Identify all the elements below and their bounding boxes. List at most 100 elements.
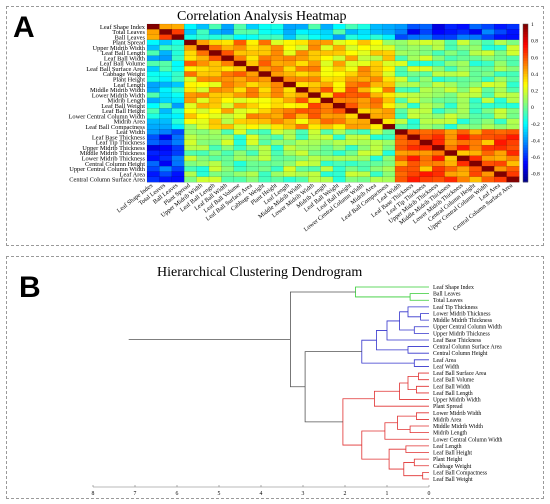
heatmap-cell — [456, 108, 470, 114]
heatmap-cell — [357, 123, 371, 130]
heatmap-cell — [382, 71, 396, 78]
heatmap-cell — [270, 129, 284, 136]
dendrogram-leaf-label: Leaf Ball Width — [433, 383, 470, 390]
heatmap-cell — [171, 123, 185, 130]
heatmap-cell — [419, 39, 433, 46]
colorbar-segment — [523, 118, 528, 122]
heatmap-cell — [506, 76, 520, 83]
heatmap-cell — [233, 102, 247, 109]
dendrogram-link — [413, 458, 429, 467]
heatmap-row-label: Leaf Tip Thickness — [96, 140, 146, 147]
heatmap-cell — [444, 65, 458, 72]
heatmap-cell — [494, 44, 508, 51]
heatmap-cell — [456, 134, 470, 141]
heatmap-row-label: Leaf Base Thickness — [92, 134, 146, 141]
dendrogram-link — [420, 313, 429, 321]
heatmap-cell — [283, 160, 297, 167]
heatmap-cell — [320, 97, 334, 104]
heatmap-cell — [382, 160, 396, 167]
heatmap-cell — [419, 50, 433, 57]
heatmap-cell — [345, 155, 359, 162]
heatmap-cell — [407, 134, 421, 141]
heatmap-cell — [394, 155, 408, 162]
colorbar-segment — [523, 63, 528, 67]
colorbar-segment — [523, 110, 528, 114]
heatmap-cell — [320, 92, 334, 99]
heatmap-cell — [184, 102, 198, 109]
heatmap-cell — [357, 118, 371, 125]
heatmap-cell — [494, 113, 508, 120]
heatmap-cell — [456, 92, 470, 99]
heatmap-cell — [494, 176, 508, 183]
heatmap-cell — [146, 39, 160, 46]
heatmap-cell — [407, 81, 421, 88]
heatmap-cell — [444, 155, 458, 162]
heatmap-cell — [295, 60, 309, 67]
heatmap-cell — [184, 150, 198, 157]
heatmap-cell — [283, 123, 297, 130]
colorbar-segment — [523, 42, 528, 46]
heatmap-cell — [407, 60, 421, 67]
heatmap-cell — [208, 171, 222, 178]
heatmap-cell — [246, 76, 260, 83]
heatmap-cell — [382, 139, 396, 146]
heatmap-cell — [246, 65, 260, 72]
heatmap-cell — [283, 81, 297, 88]
heatmap-cell — [407, 123, 421, 130]
heatmap-cell — [221, 144, 235, 151]
heatmap-cell — [270, 55, 284, 62]
heatmap-cell — [357, 144, 371, 151]
heatmap-cell — [469, 139, 483, 146]
heatmap-cell — [382, 155, 396, 162]
heatmap-cell — [394, 29, 408, 35]
heatmap-row-label: Leaf Ball Surface Area — [86, 66, 145, 73]
colorbar-segment — [523, 81, 528, 85]
heatmap-cell — [184, 155, 198, 162]
heatmap-cell — [196, 144, 210, 151]
heatmap-cell — [469, 113, 483, 120]
heatmap-cell — [494, 123, 508, 130]
heatmap-cell — [221, 55, 235, 62]
heatmap-cell — [221, 118, 235, 125]
heatmap-cell — [320, 134, 334, 141]
heatmap-cell — [295, 34, 309, 41]
dendrogram-link — [409, 293, 429, 301]
heatmap-cell — [456, 34, 470, 41]
heatmap-cell — [332, 102, 346, 109]
dendrogram-leaf-label: Middle Midrib Thickness — [433, 318, 493, 324]
heatmap-cell — [246, 118, 260, 125]
heatmap-cell — [208, 102, 222, 109]
heatmap-cell — [357, 50, 371, 57]
heatmap-cell — [196, 160, 210, 167]
heatmap-cell — [506, 176, 520, 183]
heatmap-cell — [407, 29, 421, 35]
heatmap-cell — [258, 176, 272, 183]
heatmap-cell — [357, 102, 371, 109]
heatmap-cell — [246, 155, 260, 162]
heatmap-cell — [345, 129, 359, 136]
heatmap-cell — [283, 118, 297, 125]
colorbar-tick-label: -0.6 — [531, 155, 540, 161]
heatmap-cell — [233, 171, 247, 178]
heatmap-cell — [171, 39, 185, 46]
heatmap-cell — [221, 166, 235, 172]
heatmap-cell — [382, 81, 396, 88]
heatmap-cell — [419, 87, 433, 93]
heatmap-cell — [196, 155, 210, 162]
heatmap-cell — [283, 129, 297, 136]
heatmap-cell — [432, 55, 446, 62]
heatmap-cell — [469, 171, 483, 178]
heatmap-cell — [494, 108, 508, 114]
heatmap-cell — [345, 118, 359, 125]
dendrogram-link — [290, 291, 356, 388]
dendrogram-leaf-label: Central Column Surface Area — [433, 344, 502, 351]
heatmap-cell — [432, 60, 446, 67]
heatmap-cell — [481, 113, 495, 120]
heatmap-cell — [345, 55, 359, 62]
heatmap-cell — [332, 92, 346, 99]
dendrogram-link — [388, 448, 406, 470]
heatmap-cell — [394, 71, 408, 78]
dendrogram-title: Hierarchical Clustering Dendrogram — [157, 265, 363, 280]
heatmap-cell — [456, 176, 470, 183]
